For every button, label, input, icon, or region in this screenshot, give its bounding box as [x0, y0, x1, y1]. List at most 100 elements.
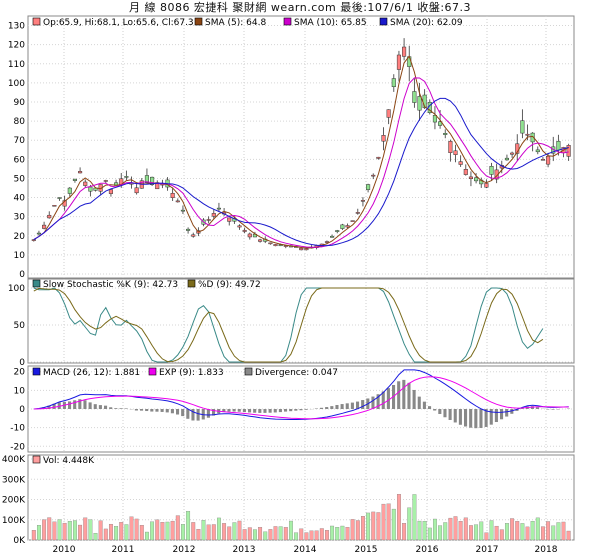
candle-body: [186, 228, 191, 231]
volume-bar: [504, 523, 509, 541]
divergence-bar: [314, 408, 318, 409]
volume-bar: [139, 525, 144, 541]
candle-body: [330, 235, 335, 238]
legend-swatch: [283, 17, 292, 26]
y-tick-label: 30: [14, 213, 26, 223]
divergence-bar: [42, 407, 46, 409]
volume-bar: [237, 520, 242, 541]
volume-bar: [294, 532, 299, 541]
divergence-bar: [73, 400, 77, 409]
volume-bar: [468, 525, 473, 541]
volume-bar: [371, 511, 376, 541]
divergence-bar: [453, 409, 457, 423]
volume-bar: [67, 521, 72, 541]
volume-bar: [551, 525, 556, 541]
divergence-bar: [469, 409, 473, 428]
candle-body: [211, 213, 216, 217]
divergence-bar: [428, 406, 432, 409]
volume-bar: [319, 528, 324, 541]
candle-body: [484, 183, 489, 188]
divergence-bar: [500, 409, 504, 420]
volume-bar: [340, 525, 345, 541]
legend-swatch: [244, 367, 253, 376]
legend-label: Divergence: 0.047: [255, 368, 338, 378]
volume-bar: [391, 508, 396, 541]
volume-bar: [232, 522, 237, 541]
divergence-bar: [386, 388, 390, 409]
candle-body: [556, 141, 561, 151]
y-tick-label: 0K: [13, 536, 26, 546]
candle-body: [268, 242, 273, 245]
divergence-bar: [515, 409, 519, 411]
divergence-bar: [458, 409, 462, 425]
candle-body: [170, 192, 175, 199]
volume-bar: [47, 517, 52, 541]
candle-body: [155, 182, 160, 190]
legend-swatch: [32, 367, 41, 376]
y-tick-label: 100: [8, 284, 25, 294]
divergence-bar: [371, 396, 375, 409]
candle-body: [350, 220, 355, 222]
volume-bar: [396, 494, 401, 541]
legend-label: MACD (26, 12): 1.881: [43, 368, 140, 378]
divergence-bar: [320, 407, 324, 409]
divergence-bar: [505, 409, 509, 417]
divergence-bar: [417, 396, 421, 409]
divergence-bar: [551, 409, 555, 410]
candle-body: [468, 176, 473, 179]
volume-bar: [160, 522, 165, 541]
divergence-bar: [140, 409, 144, 411]
volume-bar: [242, 529, 247, 541]
divergence-bar: [232, 409, 236, 412]
candle-body: [52, 205, 57, 207]
volume-bar: [273, 526, 278, 541]
macd-series: [33, 369, 570, 429]
sma20-line: [33, 97, 569, 247]
volume-bar: [479, 521, 484, 541]
divergence-bar: [242, 409, 246, 413]
candle-body: [247, 233, 252, 238]
x-tick-label: 2015: [355, 545, 378, 555]
divergence-bar: [237, 409, 241, 412]
divergence-bar: [335, 404, 339, 409]
volume-bar: [330, 525, 335, 541]
y-tick-label: -10: [10, 424, 25, 434]
y-tick-label: 120: [8, 41, 25, 51]
y-tick-label: 0: [19, 405, 25, 415]
volume-bar: [381, 503, 386, 541]
y-tick-label: 10: [14, 386, 26, 396]
candle-body: [324, 241, 329, 243]
volume-bar: [540, 526, 545, 541]
y-tick-label: 110: [8, 60, 25, 70]
volume-bar: [546, 521, 551, 541]
x-tick-label: 2018: [535, 545, 558, 555]
volume-bar: [412, 494, 417, 541]
divergence-bar: [186, 409, 190, 419]
volume-bar: [427, 527, 432, 541]
divergence-bar: [484, 409, 488, 427]
candle-body: [134, 187, 139, 194]
volume-bar: [186, 511, 191, 541]
candle-body: [340, 224, 345, 229]
divergence-bar: [330, 406, 334, 409]
candle-body: [520, 120, 525, 134]
legend-swatch: [32, 279, 41, 288]
divergence-bar: [299, 409, 303, 411]
volume-bar: [98, 520, 103, 541]
divergence-bar: [294, 409, 298, 411]
divergence-bar: [248, 409, 252, 413]
divergence-bar: [114, 408, 118, 409]
divergence-bar: [134, 409, 138, 411]
volume-bar: [422, 521, 427, 541]
volume-bar: [474, 524, 479, 541]
candle-body: [412, 91, 417, 103]
legend-swatch: [187, 279, 196, 288]
volume-bar: [150, 521, 155, 541]
divergence-bar: [93, 404, 97, 409]
volume-bar: [283, 527, 288, 541]
candle-body: [402, 46, 407, 57]
divergence-bar: [150, 409, 154, 412]
divergence-bar: [124, 408, 128, 409]
candle-body: [175, 200, 180, 203]
candle-body: [144, 175, 149, 183]
